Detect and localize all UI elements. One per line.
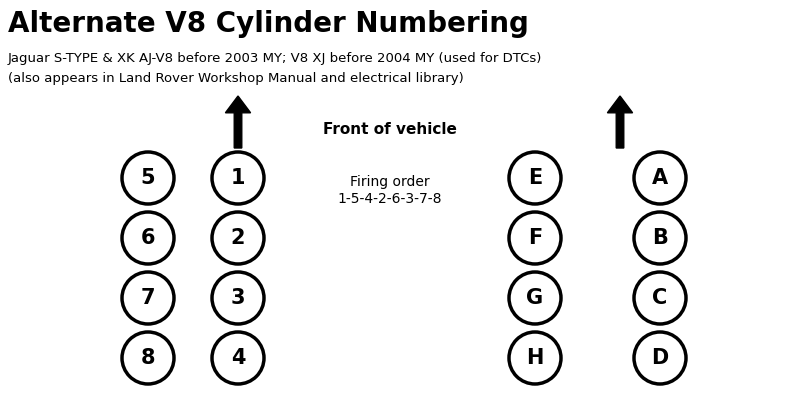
Text: 6: 6 xyxy=(141,228,155,248)
Circle shape xyxy=(634,272,686,324)
Text: (also appears in Land Rover Workshop Manual and electrical library): (also appears in Land Rover Workshop Man… xyxy=(8,72,464,85)
Text: 4: 4 xyxy=(230,348,246,368)
Circle shape xyxy=(122,272,174,324)
Circle shape xyxy=(509,212,561,264)
Text: 5: 5 xyxy=(141,168,155,188)
Circle shape xyxy=(122,152,174,204)
Text: 1: 1 xyxy=(230,168,246,188)
Text: 2: 2 xyxy=(230,228,246,248)
Circle shape xyxy=(212,272,264,324)
Circle shape xyxy=(212,332,264,384)
Circle shape xyxy=(509,152,561,204)
Circle shape xyxy=(509,332,561,384)
Circle shape xyxy=(509,272,561,324)
Circle shape xyxy=(122,212,174,264)
Circle shape xyxy=(212,152,264,204)
Text: 8: 8 xyxy=(141,348,155,368)
Text: 1-5-4-2-6-3-7-8: 1-5-4-2-6-3-7-8 xyxy=(338,192,442,206)
Circle shape xyxy=(212,212,264,264)
Circle shape xyxy=(122,332,174,384)
Text: A: A xyxy=(652,168,668,188)
Text: 3: 3 xyxy=(230,288,246,308)
Text: D: D xyxy=(651,348,669,368)
Text: Firing order: Firing order xyxy=(350,175,430,189)
Text: Front of vehicle: Front of vehicle xyxy=(323,122,457,137)
Text: B: B xyxy=(652,228,668,248)
Text: G: G xyxy=(526,288,543,308)
Text: Jaguar S-TYPE & XK AJ-V8 before 2003 MY; V8 XJ before 2004 MY (used for DTCs): Jaguar S-TYPE & XK AJ-V8 before 2003 MY;… xyxy=(8,52,542,65)
FancyArrow shape xyxy=(226,96,250,148)
Text: C: C xyxy=(652,288,668,308)
Text: E: E xyxy=(528,168,542,188)
Text: 7: 7 xyxy=(141,288,155,308)
Circle shape xyxy=(634,332,686,384)
Circle shape xyxy=(634,152,686,204)
Circle shape xyxy=(634,212,686,264)
FancyArrow shape xyxy=(607,96,633,148)
Text: F: F xyxy=(528,228,542,248)
Text: H: H xyxy=(526,348,544,368)
Text: Alternate V8 Cylinder Numbering: Alternate V8 Cylinder Numbering xyxy=(8,10,529,38)
